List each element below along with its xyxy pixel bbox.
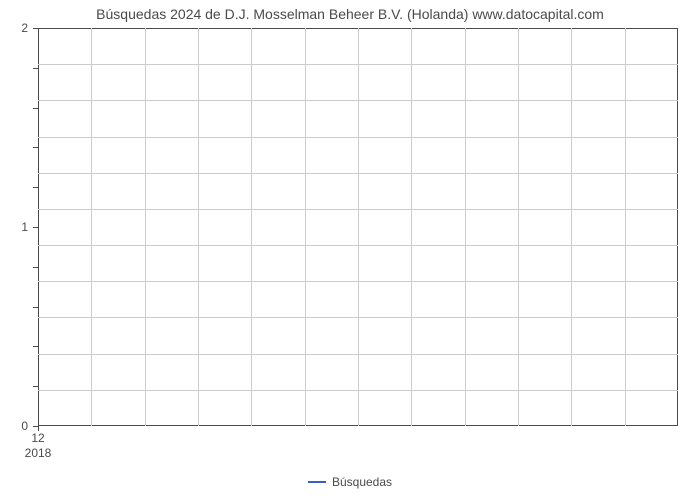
plot-area (38, 28, 678, 426)
grid-line (38, 137, 678, 138)
grid-line (38, 281, 678, 282)
grid-line (305, 28, 306, 426)
y-tick (33, 267, 38, 268)
grid-line (38, 390, 678, 391)
grid-line (411, 28, 412, 426)
x-axis-label: 12 (18, 431, 58, 445)
y-tick (33, 147, 38, 148)
grid-line (38, 64, 678, 65)
grid-line (251, 28, 252, 426)
chart-title: Búsquedas 2024 de D.J. Mosselman Beheer … (0, 6, 700, 22)
grid-line (358, 28, 359, 426)
grid-line (38, 317, 678, 318)
grid-line (38, 245, 678, 246)
grid-line (91, 28, 92, 426)
x-axis-group-label: 2018 (8, 446, 68, 460)
y-tick (33, 108, 38, 109)
plot-border (38, 28, 39, 426)
y-tick (33, 307, 38, 308)
y-axis-label: 1 (0, 220, 28, 234)
grid-line (465, 28, 466, 426)
grid-line (571, 28, 572, 426)
y-axis-label: 2 (0, 21, 28, 35)
legend-swatch (308, 481, 326, 483)
y-tick (33, 346, 38, 347)
y-tick (33, 227, 38, 228)
y-tick (33, 187, 38, 188)
legend-label: Búsquedas (332, 475, 392, 489)
plot-border (677, 28, 678, 426)
grid-line (198, 28, 199, 426)
grid-line (38, 209, 678, 210)
grid-line (38, 100, 678, 101)
legend: Búsquedas (0, 474, 700, 489)
y-tick (33, 386, 38, 387)
chart-container: Búsquedas 2024 de D.J. Mosselman Beheer … (0, 0, 700, 500)
grid-line (518, 28, 519, 426)
grid-line (38, 173, 678, 174)
grid-line (38, 354, 678, 355)
grid-line (625, 28, 626, 426)
grid-line (145, 28, 146, 426)
y-tick (33, 28, 38, 29)
y-tick (33, 68, 38, 69)
